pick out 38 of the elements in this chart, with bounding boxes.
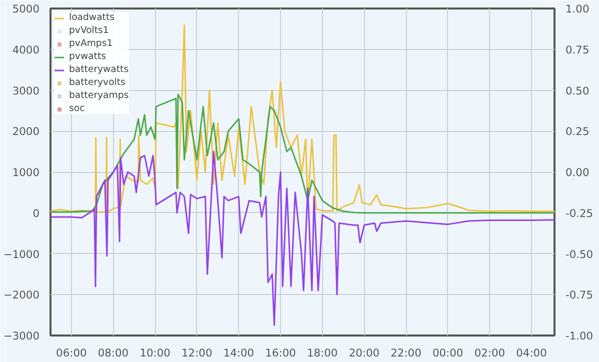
y2-tick-label: -0.50 <box>566 248 594 261</box>
legend-label: pvAmps1 <box>69 38 113 49</box>
x-tick-label: 02:00 <box>474 346 506 360</box>
y-tick-label: −3000 <box>3 330 40 342</box>
y-tick-label: 5000 <box>12 2 40 16</box>
y-tick-label: 0 <box>32 206 40 220</box>
legend-label: batteryvolts <box>69 77 126 88</box>
y2-tick-label: -0.75 <box>566 288 594 302</box>
legend-label: batteryamps <box>69 90 129 101</box>
x-tick-label: 00:00 <box>432 346 464 360</box>
y2-tick-label: 0.00 <box>566 166 590 179</box>
legend-label: loadwatts <box>69 12 114 23</box>
y2-tick-label: 0.50 <box>566 84 590 98</box>
x-tick-label: 10:00 <box>140 346 171 360</box>
legend-label: pvwatts <box>69 51 106 62</box>
y-tick-label: 3000 <box>12 84 40 98</box>
x-tick-label: 12:00 <box>182 346 212 360</box>
x-tick-label: 18:00 <box>307 346 338 360</box>
y-tick-label: −1000 <box>3 248 40 261</box>
x-tick-label: 08:00 <box>98 346 129 360</box>
y2-tick-label: 1.00 <box>566 2 590 16</box>
x-tick-label: 22:00 <box>390 346 422 360</box>
y2-tick-label: -0.25 <box>566 206 594 220</box>
y-tick-label: −2000 <box>3 288 40 302</box>
x-tick-label: 20:00 <box>348 346 380 360</box>
x-tick-label: 06:00 <box>56 346 87 360</box>
y-tick-label: 2000 <box>12 125 40 138</box>
x-tick-label: 04:00 <box>516 346 548 360</box>
y2-tick-label: -1.00 <box>566 330 594 342</box>
x-tick-label: 14:00 <box>223 346 254 360</box>
x-tick-label: 16:00 <box>265 346 296 360</box>
y2-tick-label: 0.25 <box>566 125 590 138</box>
y-tick-label: 4000 <box>12 43 40 56</box>
legend-label: soc <box>69 103 86 114</box>
legend-label: batterywatts <box>69 64 129 75</box>
y2-tick-label: 0.75 <box>566 43 590 56</box>
legend-label: pvVolts1 <box>69 25 109 36</box>
y-tick-label: 1000 <box>12 166 40 179</box>
